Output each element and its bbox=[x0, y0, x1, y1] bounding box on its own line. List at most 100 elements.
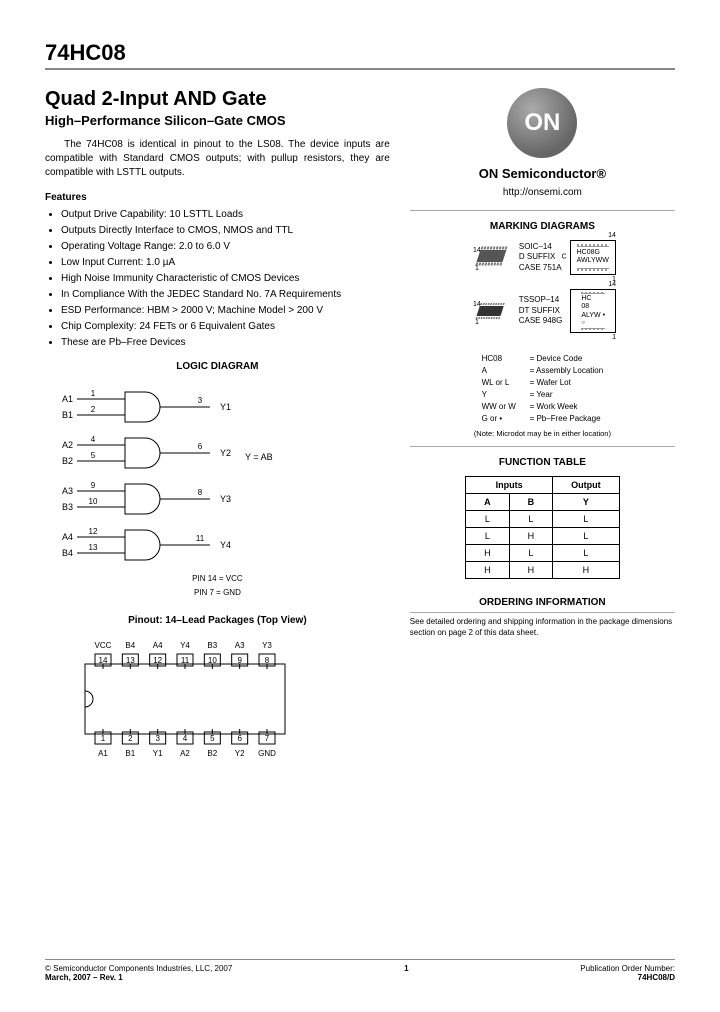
svg-text:5: 5 bbox=[91, 451, 96, 460]
feature-item: Operating Voltage Range: 2.0 to 6.0 V bbox=[61, 239, 390, 255]
svg-text:9: 9 bbox=[91, 481, 96, 490]
svg-text:Y1: Y1 bbox=[153, 749, 163, 758]
svg-text:B4: B4 bbox=[125, 641, 135, 650]
package-1-row: 14 1 SOIC–14 D SUFFIX CASE 751A 14 HC08G … bbox=[410, 240, 675, 275]
tssop-icon: 14 1 bbox=[469, 296, 511, 326]
features-list: Output Drive Capability: 10 LSTTL LoadsO… bbox=[45, 207, 390, 351]
svg-text:A4: A4 bbox=[153, 641, 163, 650]
pinout-svg: VCC141A1B4132B1A4123Y1Y4114A2B3105B2A396… bbox=[45, 634, 325, 764]
svg-text:A2: A2 bbox=[180, 749, 190, 758]
divider-3 bbox=[410, 612, 675, 613]
package-1-chip: 14 HC08G AWLYWW 1 C bbox=[570, 240, 616, 275]
package-2-text: TSSOP–14 DT SUFFIX CASE 948G bbox=[519, 295, 563, 326]
svg-text:14: 14 bbox=[99, 656, 108, 665]
pin7-note: PIN 7 = GND bbox=[45, 588, 390, 598]
footer-right: Publication Order Number: 74HC08/D bbox=[580, 964, 675, 982]
svg-text:12: 12 bbox=[89, 527, 98, 536]
svg-text:4: 4 bbox=[183, 734, 188, 743]
svg-text:B2: B2 bbox=[62, 456, 73, 466]
svg-text:1: 1 bbox=[91, 389, 96, 398]
feature-item: High Noise Immunity Characteristic of CM… bbox=[61, 271, 390, 287]
svg-text:A1: A1 bbox=[62, 394, 73, 404]
description: The 74HC08 is identical in pinout to the… bbox=[45, 138, 390, 180]
feature-item: Outputs Directly Interface to CMOS, NMOS… bbox=[61, 223, 390, 239]
package-2-chip: 14 HC 08 ALYW • ○ 1 bbox=[570, 289, 616, 333]
logic-diagram-svg: A11B123Y1A24B256Y2A39B3108Y3A412B41311Y4… bbox=[45, 380, 285, 570]
feature-item: In Compliance With the JEDEC Standard No… bbox=[61, 287, 390, 303]
svg-text:3: 3 bbox=[198, 396, 203, 405]
function-table: InputsOutputABYLLLLHLHLLHHH bbox=[465, 476, 620, 579]
brand-name: ON Semiconductor® bbox=[410, 166, 675, 181]
svg-text:11: 11 bbox=[196, 534, 205, 543]
svg-text:A2: A2 bbox=[62, 440, 73, 450]
svg-text:A3: A3 bbox=[62, 486, 73, 496]
svg-text:B1: B1 bbox=[125, 749, 135, 758]
feature-item: ESD Performance: HBM > 2000 V; Machine M… bbox=[61, 303, 390, 319]
pinout-heading: Pinout: 14–Lead Packages (Top View) bbox=[45, 615, 390, 626]
svg-text:4: 4 bbox=[91, 435, 96, 444]
svg-text:Y1: Y1 bbox=[220, 402, 231, 412]
svg-text:13: 13 bbox=[126, 656, 135, 665]
footer-rule bbox=[45, 959, 675, 960]
svg-text:12: 12 bbox=[153, 656, 162, 665]
svg-text:14: 14 bbox=[473, 247, 481, 254]
svg-text:Y3: Y3 bbox=[262, 641, 272, 650]
svg-text:A1: A1 bbox=[98, 749, 108, 758]
svg-text:1: 1 bbox=[101, 734, 106, 743]
part-number: 74HC08 bbox=[45, 40, 675, 66]
pinout-diagram: VCC141A1B4132B1A4123Y1Y4114A2B3105B2A396… bbox=[45, 634, 390, 764]
svg-text:3: 3 bbox=[155, 734, 160, 743]
svg-text:B4: B4 bbox=[62, 548, 73, 558]
right-column: ON ON Semiconductor® http://onsemi.com M… bbox=[410, 88, 675, 764]
footer-left: © Semiconductor Components Industries, L… bbox=[45, 964, 232, 982]
main-content: Quad 2-Input AND Gate High–Performance S… bbox=[45, 88, 675, 764]
function-table-heading: FUNCTION TABLE bbox=[410, 457, 675, 468]
soic-icon: 14 1 bbox=[469, 242, 511, 272]
pin14-note: PIN 14 = VCC bbox=[45, 574, 390, 584]
svg-text:2: 2 bbox=[91, 405, 96, 414]
svg-text:10: 10 bbox=[208, 656, 217, 665]
svg-text:9: 9 bbox=[237, 656, 242, 665]
footer-page: 1 bbox=[404, 964, 408, 982]
svg-text:B3: B3 bbox=[207, 641, 217, 650]
svg-text:14: 14 bbox=[473, 301, 481, 308]
svg-text:A3: A3 bbox=[235, 641, 245, 650]
feature-item: Output Drive Capability: 10 LSTTL Loads bbox=[61, 207, 390, 223]
feature-item: Low Input Current: 1.0 µA bbox=[61, 255, 390, 271]
svg-text:11: 11 bbox=[181, 656, 190, 665]
logic-diagram-heading: LOGIC DIAGRAM bbox=[45, 361, 390, 372]
svg-text:Y4: Y4 bbox=[220, 540, 231, 550]
feature-item: Chip Complexity: 24 FETs or 6 Equivalent… bbox=[61, 319, 390, 335]
svg-text:6: 6 bbox=[198, 442, 203, 451]
svg-text:B2: B2 bbox=[207, 749, 217, 758]
ordering-heading: ORDERING INFORMATION bbox=[410, 597, 675, 608]
svg-text:Y2: Y2 bbox=[220, 448, 231, 458]
logic-diagram: A11B123Y1A24B256Y2A39B3108Y3A412B41311Y4… bbox=[45, 380, 390, 599]
ordering-text: See detailed ordering and shipping infor… bbox=[410, 617, 675, 638]
svg-text:B1: B1 bbox=[62, 410, 73, 420]
package-1-text: SOIC–14 D SUFFIX CASE 751A bbox=[519, 242, 562, 273]
marking-legend: HC08= Device CodeA= Assembly LocationWL … bbox=[482, 353, 604, 425]
svg-text:8: 8 bbox=[265, 656, 270, 665]
svg-text:1: 1 bbox=[475, 265, 479, 272]
svg-text:Y2: Y2 bbox=[235, 749, 245, 758]
brand-logo: ON bbox=[507, 88, 577, 158]
header-rule bbox=[45, 68, 675, 70]
svg-text:5: 5 bbox=[210, 734, 215, 743]
svg-text:1: 1 bbox=[475, 319, 479, 326]
page-title: Quad 2-Input AND Gate bbox=[45, 88, 390, 111]
divider-1 bbox=[410, 210, 675, 211]
svg-text:VCC: VCC bbox=[95, 641, 112, 650]
page-footer: © Semiconductor Components Industries, L… bbox=[45, 959, 675, 982]
divider-2 bbox=[410, 446, 675, 447]
svg-text:Y3: Y3 bbox=[220, 494, 231, 504]
package-2-row: 14 1 TSSOP–14 DT SUFFIX CASE 948G 14 HC 0… bbox=[410, 289, 675, 333]
svg-text:6: 6 bbox=[237, 734, 242, 743]
svg-text:10: 10 bbox=[89, 497, 98, 506]
svg-text:8: 8 bbox=[198, 488, 203, 497]
features-heading: Features bbox=[45, 192, 390, 203]
svg-text:2: 2 bbox=[128, 734, 133, 743]
svg-text:13: 13 bbox=[89, 543, 98, 552]
svg-text:A4: A4 bbox=[62, 532, 73, 542]
left-column: Quad 2-Input AND Gate High–Performance S… bbox=[45, 88, 390, 764]
